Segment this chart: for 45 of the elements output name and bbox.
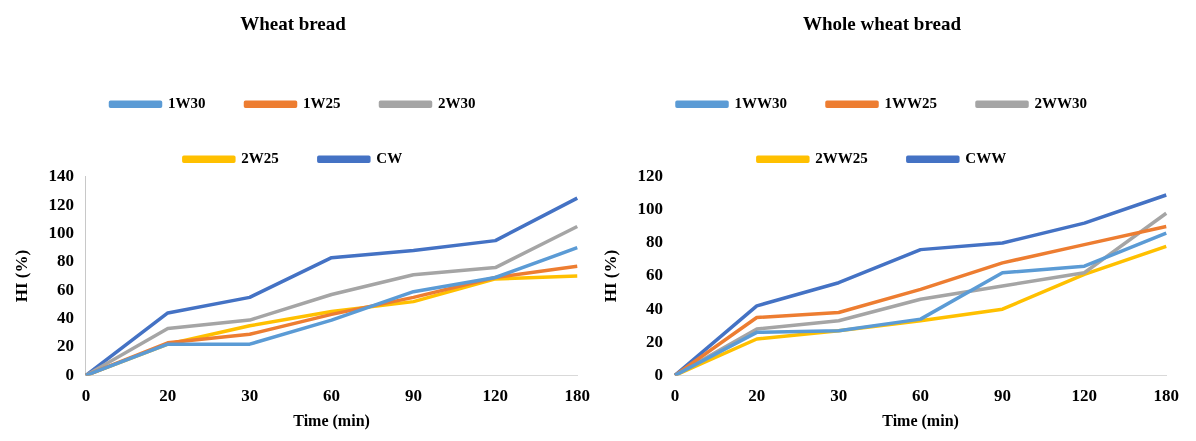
y-axis-title: HI (%) [600,249,620,303]
y-tick-label: 140 [48,166,74,186]
x-tick-label: 60 [323,385,341,405]
x-tick-label: 30 [241,385,259,405]
y-tick-label: 40 [645,298,663,318]
x-tick-label: 120 [1071,385,1098,405]
legend-label: 1WW25 [884,95,937,112]
legend-label: 2W25 [241,150,279,167]
x-tick-label: 180 [1153,385,1179,405]
legend-label: CW [376,150,403,167]
x-tick-label: 90 [404,385,422,405]
y-tick-label: 20 [56,336,74,356]
legend-label: 1W25 [303,95,341,112]
chart-title: Whole wheat bread [803,13,962,35]
legend-label: CWW [965,150,1007,167]
y-tick-label: 80 [56,251,74,271]
y-tick-label: 40 [56,308,74,328]
y-axis-title: HI (%) [11,249,31,303]
legend-label: 2W30 [438,95,476,112]
x-tick-label: 0 [670,385,680,405]
x-tick-label: 30 [830,385,848,405]
y-tick-label: 0 [654,364,663,384]
y-tick-label: 0 [65,364,74,384]
y-tick-label: 80 [645,232,663,252]
x-tick-label: 180 [564,385,590,405]
legend-label: 2WW30 [1034,95,1087,112]
x-tick-label: 90 [993,385,1011,405]
y-tick-label: 20 [645,331,663,351]
y-tick-label: 60 [56,279,74,299]
legend-label: 1WW30 [734,95,787,112]
x-tick-label: 20 [159,385,177,405]
x-tick-label: 0 [81,385,91,405]
y-tick-label: 100 [48,222,74,242]
x-tick-label: 20 [748,385,766,405]
y-tick-label: 60 [645,265,663,285]
x-tick-label: 120 [482,385,509,405]
legend-label: 1W30 [168,95,206,112]
y-tick-label: 120 [637,166,663,186]
x-axis-title: Time (min) [293,411,370,430]
y-tick-label: 120 [48,194,74,214]
x-axis-title: Time (min) [882,411,959,430]
y-tick-label: 100 [637,199,663,219]
chart-title: Wheat bread [240,13,347,35]
x-tick-label: 60 [912,385,930,405]
legend-label: 2WW25 [815,150,868,167]
